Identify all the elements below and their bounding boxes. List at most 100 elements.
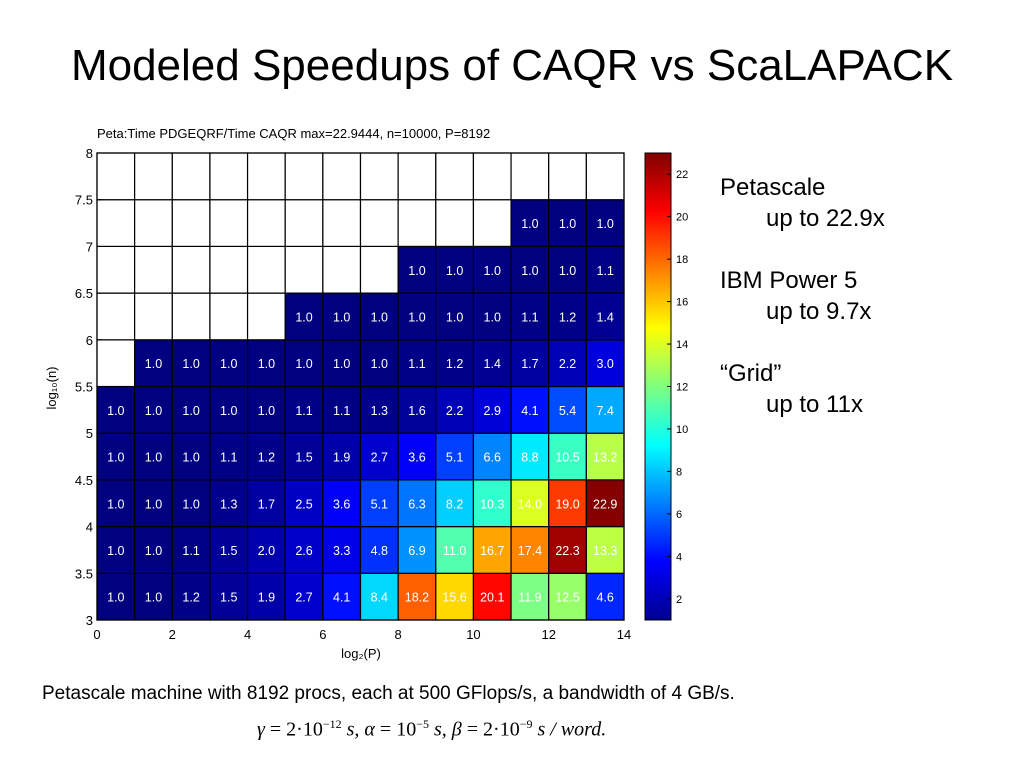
heatmap-cell — [548, 339, 587, 388]
alpha-exponent: −5 — [416, 717, 429, 731]
colorbar: 2 4 6 8 10 12 14 16 18 20 22 — [644, 152, 688, 621]
cell-value-label: 1.0 — [145, 544, 162, 558]
equals-sign: = — [374, 718, 397, 741]
heatmap-cell — [472, 292, 512, 341]
x-tick-label: 4 — [244, 627, 251, 642]
heatmap-cell — [548, 479, 587, 528]
cell-value-label: 1.9 — [258, 591, 275, 605]
heatmap-cell — [510, 199, 550, 247]
cell-value-label: 8.8 — [521, 451, 538, 465]
heatmap-cell — [134, 199, 173, 247]
x-tick-label: 6 — [319, 627, 326, 642]
heatmap-cell — [585, 479, 625, 528]
heatmap-cell — [435, 432, 475, 481]
heatmap-cell — [284, 245, 324, 294]
y-tick-label: 7.5 — [75, 193, 93, 208]
cell-value-label: 4.1 — [333, 591, 350, 605]
model-parameters-formula: γ = 2·10−12 s, α = 10−5 s, β = 2·10−9 s … — [257, 711, 606, 743]
cell-value-label: 5.1 — [371, 497, 388, 511]
cell-value-label: 11.9 — [518, 591, 541, 605]
gamma-mantissa: 2·10 — [286, 718, 323, 741]
heatmap-cell — [246, 199, 286, 247]
heatmap-cell — [322, 199, 362, 247]
cell-value-label: 1.0 — [295, 357, 312, 371]
cell-value-label: 1.0 — [182, 404, 199, 418]
cell-value-label: 22.3 — [555, 544, 579, 558]
heatmap-cell — [397, 385, 437, 434]
heatmap-cell — [96, 339, 136, 388]
cell-value-label: 6.3 — [408, 497, 425, 511]
cell-value-label: 6.9 — [408, 544, 425, 558]
cell-value-label: 1.0 — [182, 451, 199, 465]
heatmap-cell — [96, 152, 136, 201]
cell-value-label: 1.2 — [258, 451, 275, 465]
y-tick-label: 5.5 — [75, 380, 93, 395]
heatmap-cell — [322, 152, 362, 201]
cell-value-label: 1.0 — [484, 310, 501, 324]
cell-value-label: 7.4 — [596, 404, 613, 418]
heatmap-cell — [359, 339, 399, 388]
cell-value-label: 1.1 — [521, 310, 538, 324]
cell-value-label: 1.1 — [596, 264, 613, 278]
cell-value-label: 3.6 — [333, 497, 350, 511]
heatmap-cell — [209, 292, 249, 341]
x-tick-label: 0 — [93, 627, 100, 642]
heatmap-cell — [548, 572, 587, 621]
cell-value-label: 4.6 — [596, 591, 613, 605]
heatmap-cell — [246, 525, 286, 574]
cell-value-label: 1.0 — [145, 591, 162, 605]
heatmap-cell — [397, 152, 437, 201]
heatmap-cell — [134, 432, 173, 481]
y-tick-label: 5 — [86, 426, 93, 441]
heatmap-cell — [435, 199, 475, 247]
beta-mantissa: 2·10 — [483, 718, 520, 741]
cell-value-label: 1.1 — [295, 404, 312, 418]
colorbar-tick-label: 12 — [676, 382, 688, 394]
cell-value-label: 3.3 — [333, 544, 350, 558]
cell-value-label: 6.6 — [484, 451, 501, 465]
cell-value-label: 10.5 — [555, 451, 579, 465]
heatmap-cell — [510, 152, 550, 201]
heatmap-cell — [435, 479, 475, 528]
heatmap-cell — [284, 339, 324, 388]
cell-value-label: 1.0 — [521, 217, 538, 231]
cell-value-label: 1.0 — [145, 451, 162, 465]
cell-value-label: 2.7 — [371, 451, 388, 465]
heatmap-cell — [585, 152, 625, 201]
heatmap-cell — [585, 572, 625, 621]
cell-value-label: 4.8 — [371, 544, 388, 558]
heatmap-cell — [472, 199, 512, 247]
cell-value-label: 2.9 — [484, 404, 501, 418]
note-ibm-detail: up to 9.7x — [766, 298, 872, 325]
heatmap-cell — [322, 245, 362, 294]
heatmap-cell — [585, 199, 625, 247]
chart-title: Peta:Time PDGEQRF/Time CAQR max=22.9444,… — [97, 126, 490, 141]
cell-value-label: 1.0 — [446, 310, 463, 324]
gamma-symbol: γ — [257, 718, 265, 741]
heatmap-cell — [284, 199, 324, 247]
heatmap-cell — [397, 339, 437, 388]
heatmap-cell — [246, 152, 286, 201]
cell-value-label: 1.0 — [333, 310, 350, 324]
heatmap-cell — [510, 292, 550, 341]
cell-value-label: 2.6 — [295, 544, 312, 558]
cell-value-label: 5.1 — [446, 451, 463, 465]
cell-value-label: 18.2 — [405, 591, 429, 605]
beta-unit: s / word. — [537, 718, 607, 741]
beta-exponent: −9 — [519, 717, 533, 731]
cell-value-label: 5.4 — [559, 404, 576, 418]
cell-value-label: 20.1 — [480, 591, 504, 605]
heatmap-cell — [171, 245, 211, 294]
cell-value-label: 10.3 — [480, 497, 504, 511]
heatmap-cell — [397, 199, 437, 247]
cell-value-label: 1.0 — [145, 497, 162, 511]
heatmap-cell — [96, 199, 136, 247]
cell-value-label: 1.0 — [107, 404, 124, 418]
heatmap-cell — [359, 432, 399, 481]
y-tick-label: 8 — [86, 146, 93, 161]
heatmap-cell — [96, 245, 136, 294]
y-tick-label: 6 — [86, 333, 93, 348]
heatmap-cell — [96, 292, 136, 341]
cell-value-label: 1.5 — [295, 451, 312, 465]
cell-value-label: 1.4 — [484, 357, 501, 371]
